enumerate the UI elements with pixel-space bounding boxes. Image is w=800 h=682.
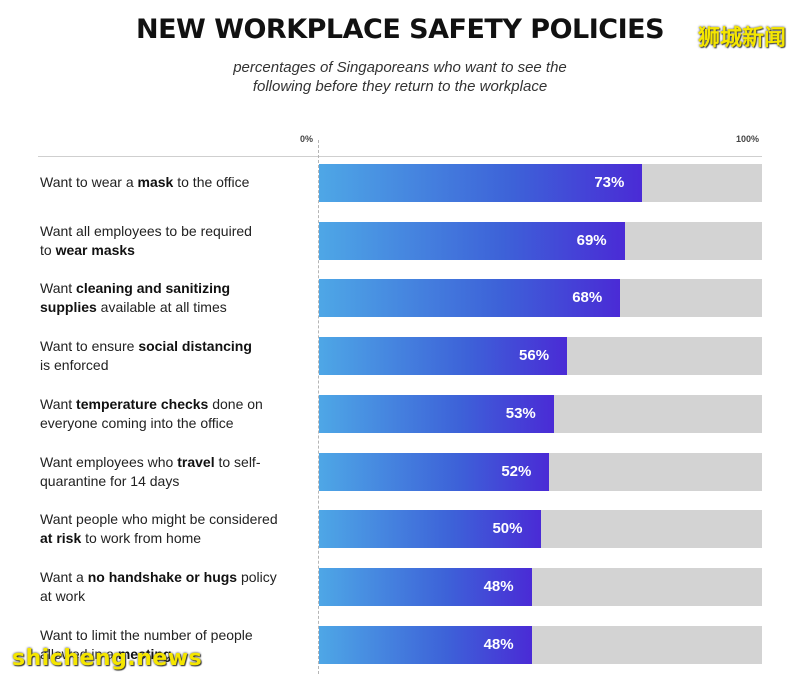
bar [319, 510, 541, 549]
category-label: Want to ensure social distancing is enfor… [40, 338, 252, 374]
bar-track: 48% [319, 567, 762, 606]
bar-value-label: 68% [572, 289, 603, 307]
watermark-site: shicheng.news [12, 646, 203, 671]
category-label: Want a no handshake or hugs policy at wor… [40, 568, 277, 604]
bar [319, 164, 643, 202]
category-label: Want temperature checks done on everyone … [40, 395, 263, 431]
category-label: Want to wear a mask to the office [40, 174, 250, 190]
bar [319, 452, 550, 491]
bar-value-label: 50% [492, 520, 523, 538]
axis-max-label: 100% [736, 134, 760, 144]
bar-track: 53% [319, 394, 762, 433]
bar-row: Want people who might be considered at ri… [38, 506, 762, 564]
bar-value-label: 52% [501, 462, 532, 480]
bar-value-label: 56% [519, 347, 550, 365]
zero-axis-dashed-line [318, 140, 319, 674]
bar-value-label: 48% [483, 577, 514, 595]
bar [319, 394, 554, 433]
category-label: Want all employees to be required to wear… [40, 222, 252, 258]
bar-row: Want cleaning and sanitizing supplies ava… [38, 275, 762, 333]
bar-value-label: 73% [594, 174, 625, 191]
subtitle-line-1: percentages of Singaporeans who want to … [233, 59, 567, 76]
bar-track: 52% [319, 452, 762, 491]
axis-top-line [38, 156, 762, 157]
category-label: Want people who might be considered at ri… [40, 511, 278, 547]
category-label: Want cleaning and sanitizing supplies ava… [40, 280, 231, 316]
bar-track: 48% [319, 625, 762, 664]
bar-track: 69% [319, 221, 762, 260]
bar-value-label: 53% [505, 404, 536, 422]
bar-track: 68% [319, 279, 762, 318]
bar-row: Want to limit the number of people allowe… [38, 622, 762, 680]
bar-row: Want temperature checks done on everyone … [38, 391, 762, 449]
bar-value-label: 48% [483, 635, 514, 653]
bar [319, 279, 621, 318]
bar-row: Want to wear a mask to the office 73% [38, 160, 762, 218]
bar-row: Want all employees to be required to wear… [38, 218, 762, 276]
chart-subtitle: percentages of Singaporeans who want to … [0, 58, 800, 96]
bar [319, 567, 532, 606]
chart-title: NEW WORKPLACE SAFETY POLICIES [135, 14, 665, 45]
watermark-logo-chinese: 狮城新闻 [697, 26, 786, 51]
bar [319, 625, 532, 664]
bar [319, 337, 568, 376]
axis-min-label: 0% [300, 134, 314, 144]
bar-value-label: 69% [576, 231, 607, 249]
bar-row: Want a no handshake or hugs policy at wor… [38, 564, 762, 622]
bar-row: Want employees who travel to self-quaran… [38, 449, 762, 507]
bar-track: 56% [319, 337, 762, 376]
bar [319, 221, 625, 260]
category-label: Want to limit the number of people allowe… [40, 626, 253, 662]
bar-track: 50% [319, 510, 762, 549]
subtitle-line-2: following before they return to the work… [252, 78, 548, 95]
bar-row: Want to ensure social distancing is enfor… [38, 333, 762, 391]
category-label: Want employees who travel to self-quaran… [40, 453, 261, 489]
bar-track: 73% [319, 164, 762, 202]
